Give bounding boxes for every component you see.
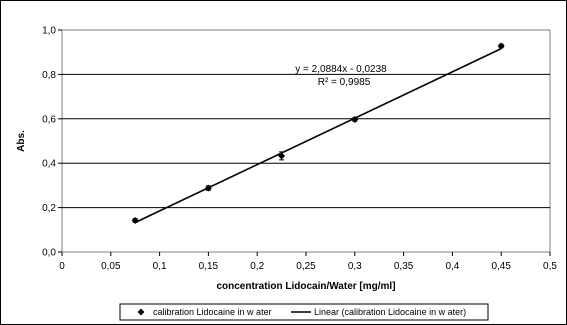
y-tick-label: 0,0 xyxy=(42,248,56,259)
data-point xyxy=(351,115,359,123)
x-tick-label: 0,5 xyxy=(543,261,557,272)
y-axis-title: Abs. xyxy=(16,130,27,152)
x-tick-label: 0,2 xyxy=(250,261,264,272)
data-point xyxy=(497,42,505,50)
x-tick-label: 0,1 xyxy=(153,261,167,272)
x-tick-label: 0,05 xyxy=(101,261,121,272)
x-tick-label: 0 xyxy=(59,261,65,272)
data-point xyxy=(131,216,139,224)
x-tick-label: 0,15 xyxy=(199,261,219,272)
x-tick-label: 0,4 xyxy=(445,261,459,272)
legend: calibration Lidocaine in w ater Linear (… xyxy=(119,303,489,321)
trendline xyxy=(134,47,502,224)
x-axis-title: concentration Lidocain/Water [mg/ml] xyxy=(216,281,395,292)
trendline-group xyxy=(134,47,502,224)
data-point xyxy=(278,152,286,160)
y-tick-label: 0,6 xyxy=(42,114,56,125)
x-tick-labels: 0 0,05 0,1 0,15 0,2 0,25 0,3 0,35 0,4 0,45 0,5 xyxy=(59,252,557,272)
x-tick-label: 0,25 xyxy=(296,261,316,272)
legend-diamond-marker xyxy=(137,308,145,316)
x-tick-label: 0,45 xyxy=(491,261,511,272)
y-tick-label: 1,0 xyxy=(42,26,56,37)
data-points-group xyxy=(131,42,505,224)
y-tick-label: 0,4 xyxy=(42,159,56,170)
x-tick-label: 0,3 xyxy=(348,261,362,272)
legend-series-label: calibration Lidocaine in w ater xyxy=(153,307,272,317)
trendline-equation: y = 2,0884x - 0,0238 xyxy=(295,64,387,75)
r-squared-label: R² = 0,9985 xyxy=(318,77,371,88)
grid-lines xyxy=(62,73,550,209)
legend-trendline-label: Linear (calibration Lidocaine in w ater) xyxy=(314,307,466,317)
data-point xyxy=(204,184,212,192)
y-tick-label: 0,2 xyxy=(42,203,56,214)
y-tick-label: 0,8 xyxy=(42,70,56,81)
y-tick-labels: 0,0 0,2 0,4 0,6 0,8 1,0 xyxy=(42,26,62,259)
x-tick-label: 0,35 xyxy=(394,261,414,272)
